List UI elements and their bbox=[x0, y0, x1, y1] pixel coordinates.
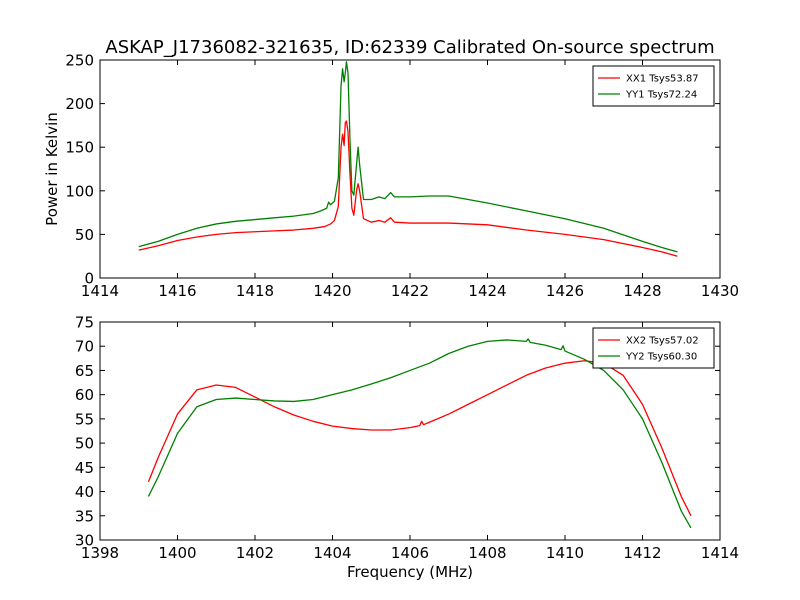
x-tick-label: 1414 bbox=[81, 282, 119, 300]
y-tick-label: 35 bbox=[75, 507, 94, 525]
x-tick-label: 1430 bbox=[701, 282, 739, 300]
y-tick-label: 70 bbox=[75, 338, 94, 356]
legend-box bbox=[592, 327, 715, 369]
x-tick-label: 1422 bbox=[391, 282, 429, 300]
legend-box bbox=[592, 65, 715, 107]
y-tick-label: 45 bbox=[75, 459, 94, 477]
series-group bbox=[138, 61, 678, 257]
bottom-panel: 1398 1400 1402 1404 1406 1408 1410 1412 1414 30 35… bbox=[75, 314, 739, 563]
x-tick-label: 1402 bbox=[236, 544, 274, 562]
x-tick-label: 1406 bbox=[391, 544, 429, 562]
x-tick-label: 1416 bbox=[158, 282, 196, 300]
y-tick-label: 0 bbox=[84, 270, 94, 288]
legend-label: XX1 Tsys53.87 bbox=[626, 74, 699, 85]
series-line-1 bbox=[138, 120, 678, 257]
figure-title: ASKAP_J1736082-321635, ID:62339 Calibrat… bbox=[105, 37, 714, 58]
x-tick-label: 1400 bbox=[158, 544, 196, 562]
x-axis-label: Frequency (MHz) bbox=[347, 563, 473, 581]
y-tick-label: 150 bbox=[65, 139, 94, 157]
legend-label: XX2 Tsys57.02 bbox=[626, 336, 699, 347]
y-tick-label: 200 bbox=[65, 95, 94, 113]
y-tick-label: 50 bbox=[75, 435, 94, 453]
x-tick-label: 1412 bbox=[623, 544, 661, 562]
series-line-2 bbox=[138, 61, 678, 253]
legend: XX1 Tsys53.87 YY1 Tsys72.24 bbox=[592, 65, 715, 107]
x-tick-label: 1424 bbox=[468, 282, 506, 300]
x-tick-label: 1426 bbox=[546, 282, 584, 300]
x-tick-label: 1410 bbox=[546, 544, 584, 562]
y-tick-label: 50 bbox=[75, 226, 94, 244]
x-tick-label: 1428 bbox=[623, 282, 661, 300]
x-tick-label: 1420 bbox=[313, 282, 351, 300]
x-tick-label: 1398 bbox=[81, 544, 119, 562]
x-tick-label: 1418 bbox=[236, 282, 274, 300]
x-tick-label: 1414 bbox=[701, 544, 739, 562]
legend-label: YY2 Tsys60.30 bbox=[625, 352, 697, 363]
y-tick-label: 100 bbox=[65, 182, 94, 200]
y-tick-label: 40 bbox=[75, 483, 94, 501]
x-tick-label: 1408 bbox=[468, 544, 506, 562]
y-tick-label: 65 bbox=[75, 362, 94, 380]
y-tick-label: 60 bbox=[75, 386, 94, 404]
y-axis-label: Power in Kelvin bbox=[43, 112, 61, 226]
y-tick-label: 55 bbox=[75, 410, 94, 428]
top-panel: 1414 1416 1418 1420 1422 1424 1426 1428 1430 0 50 1… bbox=[43, 52, 739, 301]
legend: XX2 Tsys57.02 YY2 Tsys60.30 bbox=[592, 327, 715, 369]
y-tick-label: 250 bbox=[65, 52, 94, 70]
legend-label: YY1 Tsys72.24 bbox=[625, 90, 697, 101]
y-tick-label: 30 bbox=[75, 532, 94, 550]
x-tick-label: 1404 bbox=[313, 544, 351, 562]
y-tick-label: 75 bbox=[75, 314, 94, 332]
